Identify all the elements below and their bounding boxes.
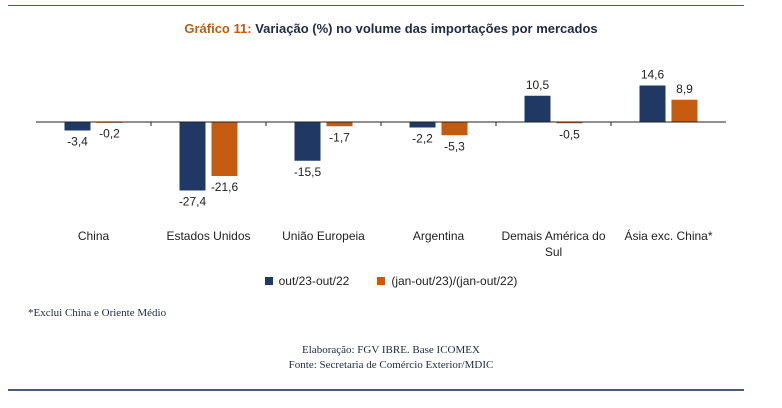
data-label-1-0: -3,4 xyxy=(67,135,88,149)
chart-title-main: Variação (%) no volume das importações p… xyxy=(255,21,598,36)
legend-swatch-series-1 xyxy=(264,277,273,285)
data-label-2-1: -21,6 xyxy=(211,180,239,194)
category-label-1: Estados Unidos xyxy=(166,229,250,243)
top-rule xyxy=(8,5,744,6)
category-label-3: Argentina xyxy=(413,229,465,243)
legend-item-series-1: out/23-out/22 xyxy=(264,274,350,288)
data-label-2-2: -1,7 xyxy=(329,130,350,144)
data-label-1-1: -27,4 xyxy=(179,195,207,209)
bar-2-2 xyxy=(326,122,353,127)
legend-swatch-series-2 xyxy=(377,277,386,285)
category-label-4: Demais América do Sul xyxy=(501,229,605,259)
bar-1-0 xyxy=(64,122,91,131)
footnote: *Exclui China e Oriente Médio xyxy=(28,307,167,319)
bar-1-2 xyxy=(294,122,321,161)
bar-1-4 xyxy=(524,95,551,122)
bar-2-5 xyxy=(671,99,698,122)
bar-2-4 xyxy=(556,122,583,124)
credits: Elaboração: FGV IBRE. Base ICOMEX Fonte:… xyxy=(0,343,782,373)
chart-title: Gráfico 11: Variação (%) no volume das i… xyxy=(0,21,782,36)
bar-1-1 xyxy=(179,122,206,191)
legend-label-series-2: (jan-out/23)/(jan-out/22) xyxy=(391,274,518,288)
chart-title-prefix: Gráfico 11: xyxy=(184,21,252,36)
data-label-1-3: -2,2 xyxy=(412,132,433,146)
data-label-2-3: -5,3 xyxy=(444,139,465,153)
data-label-2-4: -0,5 xyxy=(559,127,580,141)
bottom-rule xyxy=(8,389,744,391)
legend-label-series-1: out/23-out/22 xyxy=(278,274,350,288)
category-label-2: União Europeia xyxy=(282,229,365,243)
data-label-1-2: -15,5 xyxy=(294,165,322,179)
category-label-0: China xyxy=(78,229,110,243)
data-label-1-4: 10,5 xyxy=(526,78,550,92)
credits-source: Fonte: Secretaria de Comércio Exterior/M… xyxy=(288,359,494,371)
bar-1-3 xyxy=(409,122,436,128)
credits-elaboration: Elaboração: FGV IBRE. Base ICOMEX xyxy=(302,344,480,356)
category-label-5: Ásia exc. China* xyxy=(624,228,712,243)
data-label-1-5: 14,6 xyxy=(641,68,665,82)
bar-2-3 xyxy=(441,122,468,136)
data-label-2-0: -0,2 xyxy=(99,127,120,141)
data-label-2-5: 8,9 xyxy=(676,82,693,96)
bar-1-5 xyxy=(639,85,666,122)
bar-chart: -3,4 -0,2 China -27,4 -21,6 Estados Unidos -15… xyxy=(36,68,726,259)
bar-2-1 xyxy=(211,122,238,176)
chart-legend: out/23-out/22 (jan-out/23)/(jan-out/22) xyxy=(0,274,782,288)
legend-item-series-2: (jan-out/23)/(jan-out/22) xyxy=(377,274,517,288)
